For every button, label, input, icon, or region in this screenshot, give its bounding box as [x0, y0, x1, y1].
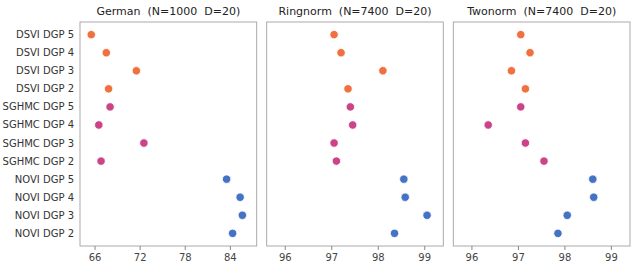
point [423, 211, 431, 219]
point [590, 193, 598, 201]
category-label: SGHMC DGP 3 [3, 138, 74, 149]
category-label: SGHMC DGP 5 [3, 101, 74, 112]
point [346, 103, 354, 111]
point [563, 211, 571, 219]
marks [330, 30, 431, 237]
category-label: DSVI DGP 3 [16, 65, 74, 76]
point [589, 175, 597, 183]
x-tick-label: 96 [466, 252, 479, 263]
point [104, 85, 112, 93]
point [330, 30, 338, 38]
x-tick [285, 246, 286, 250]
panel: Ringnorm (N=7400 D=20) 96 97 98 99 [267, 5, 444, 263]
x-tick [611, 246, 612, 250]
x-tick [518, 246, 519, 250]
point [379, 67, 387, 75]
title: Ringnorm (N=7400 D=20) [278, 5, 431, 18]
point [517, 103, 525, 111]
point [401, 193, 409, 201]
point [526, 49, 534, 57]
point [521, 139, 529, 147]
point [521, 85, 529, 93]
point [517, 30, 525, 38]
panel: Twonorm (N=7400 D=20) 96 97 98 99 [453, 5, 630, 263]
x-tick-label: 72 [134, 252, 147, 263]
plot-frame [80, 22, 257, 246]
point [348, 121, 356, 129]
point [222, 175, 230, 183]
x-tick-label: 99 [418, 252, 431, 263]
point [236, 193, 244, 201]
point [332, 157, 340, 165]
panel: German (N=1000 D=20) 66 72 78 84 DSVI DGP 5 DS… [3, 5, 257, 263]
x-tick [230, 246, 231, 250]
point [102, 49, 110, 57]
category-label: DSVI DGP 4 [16, 47, 74, 58]
x-tick-label: 78 [179, 252, 192, 263]
x-tick [471, 246, 472, 250]
x-tick-label: 97 [325, 252, 338, 263]
point [132, 67, 140, 75]
marks [87, 30, 247, 237]
x-tick [424, 246, 425, 250]
x-tick-label: 84 [224, 252, 237, 263]
category-label: NOVI DGP 2 [15, 228, 74, 239]
category-label: DSVI DGP 5 [16, 29, 74, 40]
x-tick [378, 246, 379, 250]
point [400, 175, 408, 183]
point [337, 49, 345, 57]
point [507, 67, 515, 75]
category-label: NOVI DGP 5 [15, 174, 74, 185]
x-tick [140, 246, 141, 250]
category-label: SGHMC DGP 4 [3, 119, 74, 130]
chart-container: German (N=1000 D=20) 66 72 78 84 DSVI DGP 5 DS… [0, 0, 640, 270]
point [540, 157, 548, 165]
x-tick [331, 246, 332, 250]
category-label: DSVI DGP 2 [16, 83, 74, 94]
x-tick-label: 98 [372, 252, 385, 263]
title: Twonorm (N=7400 D=20) [466, 5, 616, 18]
x-tick [95, 246, 96, 250]
plot-frame [453, 22, 630, 246]
point [228, 229, 236, 237]
x-tick [564, 246, 565, 250]
x-tick-label: 66 [89, 252, 102, 263]
plot-frame [267, 22, 444, 246]
point [97, 157, 105, 165]
x-tick-label: 96 [279, 252, 292, 263]
marks [484, 30, 598, 237]
chart-svg: German (N=1000 D=20) 66 72 78 84 DSVI DGP 5 DS… [0, 0, 640, 270]
x-tick-label: 97 [512, 252, 525, 263]
x-tick [185, 246, 186, 250]
point [95, 121, 103, 129]
category-label: NOVI DGP 4 [15, 192, 74, 203]
category-label: SGHMC DGP 2 [3, 156, 74, 167]
point [484, 121, 492, 129]
point [87, 30, 95, 38]
title: German (N=1000 D=20) [96, 5, 240, 18]
x-tick-label: 98 [559, 252, 572, 263]
x-tick-label: 99 [605, 252, 618, 263]
point [344, 85, 352, 93]
point [238, 211, 246, 219]
point [106, 103, 114, 111]
point [140, 139, 148, 147]
point [330, 139, 338, 147]
category-label: NOVI DGP 3 [15, 210, 74, 221]
point [390, 229, 398, 237]
point [554, 229, 562, 237]
